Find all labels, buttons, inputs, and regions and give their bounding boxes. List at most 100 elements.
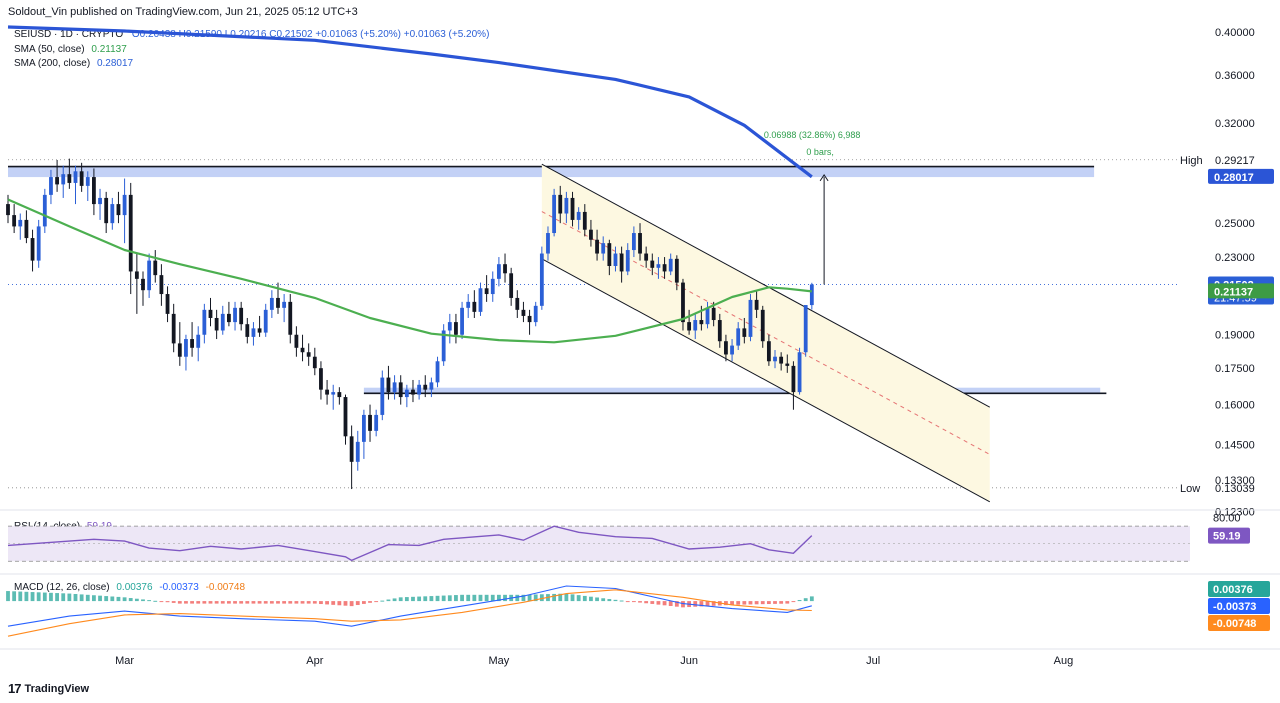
published-header: Soldout_Vin published on TradingView.com… [8, 6, 358, 18]
candle-up [85, 177, 90, 186]
candle-down [766, 341, 771, 362]
rsi-tick-label: 80.00 [1213, 512, 1241, 524]
macd-histogram-bar [392, 598, 397, 602]
macd-value-label: 0.00376 [1213, 584, 1253, 596]
macd-histogram-bar [226, 601, 231, 604]
time-tick-label: May [488, 655, 509, 667]
macd-histogram-bar [742, 601, 747, 605]
macd-histogram-bar [656, 601, 661, 605]
candle-down [343, 397, 348, 437]
macd-histogram-bar [92, 595, 96, 602]
rsi-pane: 80.00 59.19 [7, 512, 1250, 562]
macd-histogram-bar [6, 591, 10, 602]
macd-histogram-bar [361, 601, 366, 604]
channel-lower-line [541, 258, 991, 503]
macd-histogram-bar [785, 601, 790, 604]
macd-histogram-bar [570, 594, 575, 602]
candle-down [527, 315, 532, 323]
candle-down [644, 253, 649, 261]
price-tick-label: 0.32000 [1215, 118, 1255, 130]
candle-down [638, 233, 642, 254]
candle-down [398, 382, 403, 398]
time-tick-label: Apr [306, 655, 323, 667]
candle-down [141, 278, 145, 291]
macd-histogram-bar [349, 601, 354, 607]
candle-up [730, 345, 734, 355]
measure-arrowhead [819, 173, 829, 182]
candle-up [251, 328, 256, 337]
channel-upper-line [541, 163, 991, 408]
macd-histogram-bar [276, 601, 280, 604]
candle-down [226, 313, 231, 323]
candle-up [460, 307, 464, 335]
macd-histogram-bar [803, 598, 808, 602]
macd-histogram-bar [312, 601, 317, 604]
macd-histogram-bar [478, 594, 483, 602]
candle-up [202, 309, 207, 335]
macd-histogram-bar [460, 594, 464, 602]
macd-histogram-bar [61, 593, 66, 602]
price-axis-layer: 0.40000 0.36000 0.32000 0.25000 0.23000 0.190… [1180, 27, 1274, 519]
macd-histogram-bar [638, 601, 642, 603]
candle-down [484, 288, 489, 295]
candle-down [67, 174, 72, 183]
macd-histogram-bar [73, 593, 78, 602]
candle-up [435, 361, 440, 383]
macd-histogram-bar [730, 601, 734, 605]
candle-down [521, 309, 526, 316]
candle-up [184, 339, 188, 357]
macd-histogram-bar [177, 601, 182, 604]
candle-down [699, 320, 704, 325]
sma50-line [7, 198, 812, 344]
macd-line [7, 585, 812, 627]
candle-down [411, 389, 415, 395]
candles-layer [6, 158, 814, 490]
tradingview-logo[interactable]: 17 TradingView [8, 681, 89, 696]
candle-down [300, 347, 305, 353]
time-axis-layer: Mar Apr May Jun Jul Aug [0, 509, 1280, 667]
macd-histogram-bar [766, 601, 771, 605]
price-tick-label: 0.23000 [1215, 252, 1255, 264]
macd-histogram-bar [98, 595, 102, 602]
macd-histogram-bar [760, 601, 765, 605]
candle-up [490, 278, 495, 295]
macd-histogram-bar [582, 595, 587, 602]
candle-down [165, 294, 170, 314]
price-label-name: Low [1180, 483, 1200, 495]
macd-histogram-bar [791, 601, 796, 603]
macd-histogram-bar [601, 598, 606, 602]
macd-histogram-bar [24, 591, 29, 602]
macd-histogram-bar [404, 597, 409, 602]
candle-down [368, 414, 372, 431]
macd-histogram-bar [613, 599, 618, 602]
candle-down [472, 301, 477, 312]
candle-up [736, 328, 741, 346]
sma200-value: 0.28017 [96, 58, 134, 69]
macd-histogram-bar [441, 595, 446, 602]
candle-up [374, 414, 379, 431]
candle-down [79, 171, 84, 186]
candle-down [134, 271, 139, 279]
macd-histogram-bar [398, 597, 403, 602]
candle-down [214, 317, 219, 331]
macd-histogram-bar [159, 601, 164, 603]
macd-histogram-bar [282, 601, 287, 604]
macd-pane: 0.00376 -0.00373 -0.00748 [6, 581, 1270, 637]
candle-down [306, 352, 311, 357]
macd-histogram-bar [42, 592, 47, 602]
candle-down [582, 211, 587, 230]
macd-histogram-bar [79, 594, 84, 602]
price-tick-label: 0.13300 [1215, 475, 1255, 487]
candle-up [803, 305, 808, 353]
candle-down [245, 324, 250, 337]
candle-down [6, 204, 10, 216]
macd-histogram-bar [435, 595, 440, 602]
macd-histogram-bar [208, 601, 213, 604]
macd-histogram-bar [429, 596, 434, 602]
macd-histogram-bar [539, 594, 544, 602]
macd-histogram-bar [263, 601, 268, 604]
time-tick-label: Jul [866, 655, 880, 667]
rsi-value-box [1208, 527, 1250, 544]
candle-down [650, 260, 655, 268]
